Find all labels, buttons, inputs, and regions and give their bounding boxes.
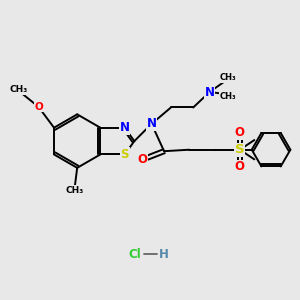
Text: N: N (120, 121, 130, 134)
Text: S: S (235, 143, 245, 156)
Text: O: O (35, 102, 44, 112)
Text: CH₃: CH₃ (220, 73, 236, 82)
Text: CH₃: CH₃ (220, 92, 236, 101)
Text: O: O (138, 153, 148, 166)
Text: N: N (205, 85, 214, 98)
Text: O: O (235, 126, 245, 139)
Text: CH₃: CH₃ (65, 186, 83, 195)
Text: CH₃: CH₃ (9, 85, 28, 94)
Text: Cl: Cl (129, 248, 142, 260)
Text: H: H (158, 248, 168, 260)
Text: S: S (121, 148, 129, 161)
Text: O: O (235, 160, 245, 173)
Text: N: N (147, 117, 157, 130)
